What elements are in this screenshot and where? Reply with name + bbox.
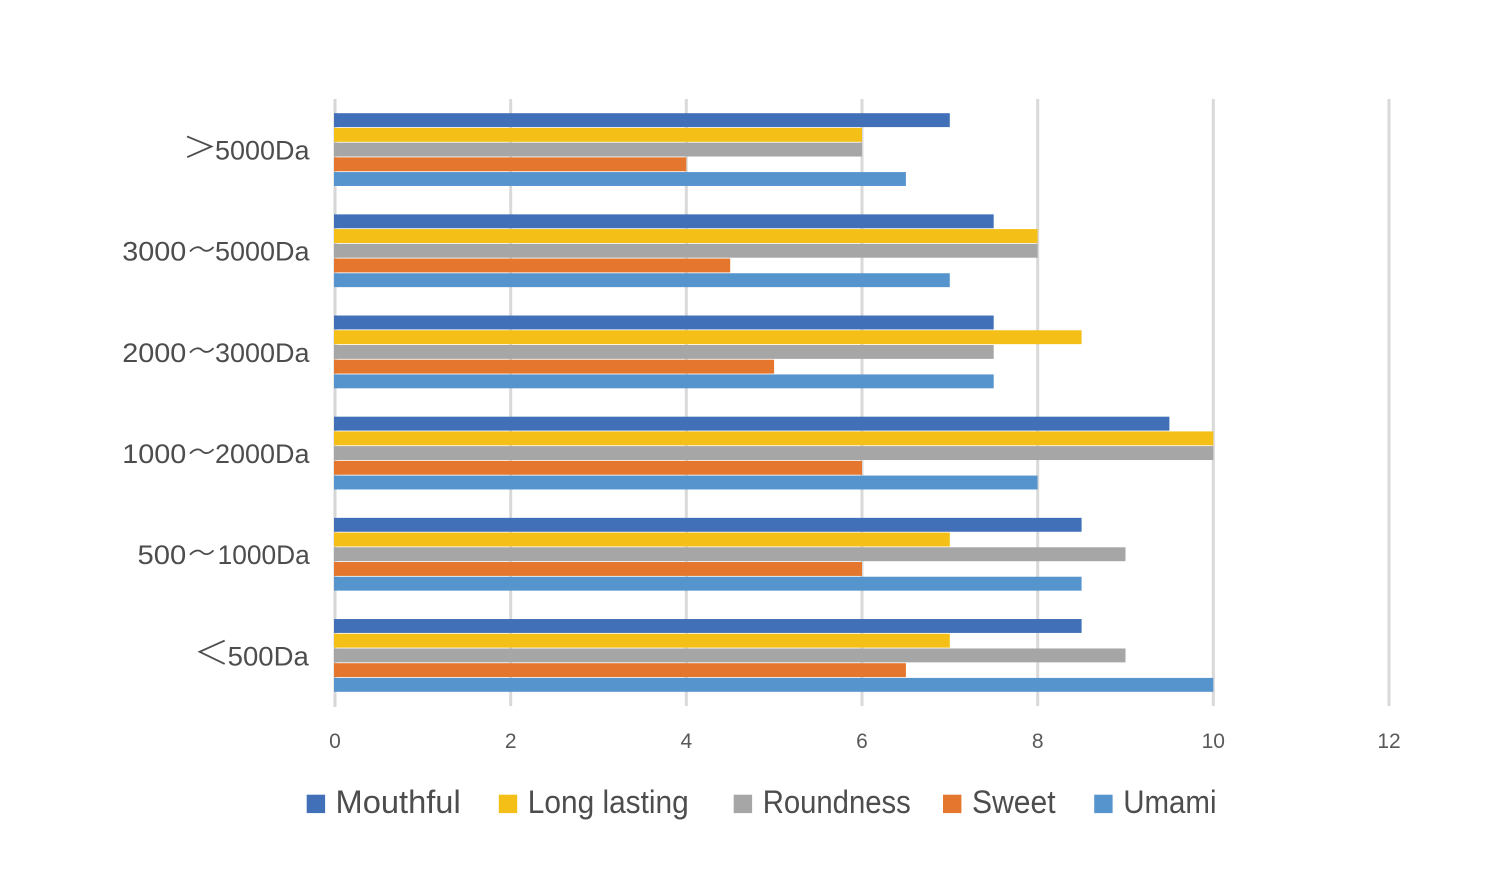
svg-text:3000: 3000: [122, 237, 186, 267]
svg-text:500Da: 500Da: [228, 641, 310, 671]
svg-text:Umami: Umami: [1123, 784, 1216, 820]
svg-text:12: 12: [1377, 730, 1400, 753]
svg-text:5000Da: 5000Da: [215, 135, 310, 165]
svg-text:1000Da: 1000Da: [218, 540, 311, 570]
svg-text:2000: 2000: [122, 338, 186, 368]
svg-text:10: 10: [1202, 730, 1225, 753]
svg-text:2000Da: 2000Da: [215, 439, 310, 469]
svg-text:3000Da: 3000Da: [215, 338, 310, 368]
svg-text:Sweet: Sweet: [972, 784, 1056, 820]
svg-text:1000: 1000: [122, 439, 186, 469]
svg-text:500: 500: [138, 540, 187, 570]
svg-text:Long lasting: Long lasting: [528, 784, 689, 820]
svg-text:2: 2: [505, 730, 517, 753]
svg-text:4: 4: [680, 730, 692, 753]
svg-text:5000Da: 5000Da: [215, 237, 310, 267]
svg-text:Roundness: Roundness: [763, 784, 911, 820]
svg-text:6: 6: [856, 730, 868, 753]
svg-text:Mouthful: Mouthful: [336, 784, 461, 820]
svg-text:8: 8: [1032, 730, 1044, 753]
svg-text:0: 0: [329, 730, 341, 753]
